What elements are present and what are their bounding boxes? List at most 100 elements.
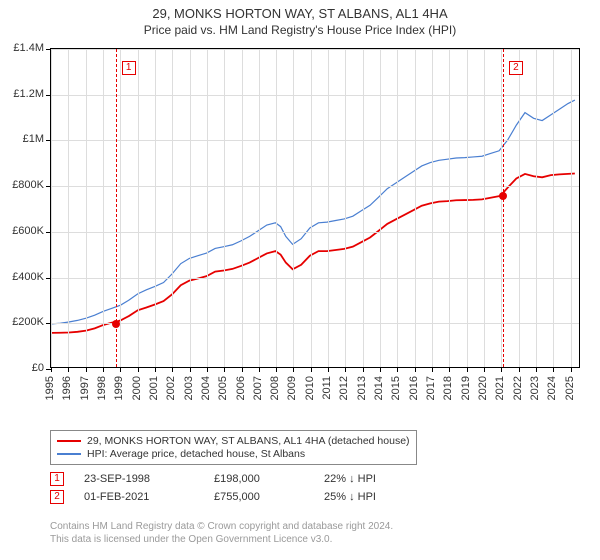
price-marker <box>112 320 120 328</box>
x-tick <box>536 367 537 372</box>
y-axis-label: £600K <box>2 225 44 237</box>
x-tick <box>120 367 121 372</box>
event-price: £755,000 <box>214 491 304 503</box>
gridline-v <box>449 49 450 367</box>
x-axis-label: 2022 <box>512 376 524 400</box>
event-date: 01-FEB-2021 <box>84 491 194 503</box>
gridline-v <box>415 49 416 367</box>
gridline-v <box>68 49 69 367</box>
event-number-box: 2 <box>50 490 64 504</box>
x-axis-label: 2019 <box>460 376 472 400</box>
series-svg <box>51 49 579 367</box>
gridline-v <box>571 49 572 367</box>
series-line-hpi <box>52 100 575 324</box>
gridline-h <box>51 232 579 233</box>
x-tick <box>397 367 398 372</box>
gridline-v <box>363 49 364 367</box>
legend-row: HPI: Average price, detached house, St A… <box>57 448 410 460</box>
x-axis-label: 2009 <box>286 376 298 400</box>
x-axis-label: 2012 <box>338 376 350 400</box>
gridline-v <box>190 49 191 367</box>
legend-row: 29, MONKS HORTON WAY, ST ALBANS, AL1 4HA… <box>57 435 410 447</box>
event-marker-box: 1 <box>122 61 136 75</box>
x-axis-label: 2016 <box>408 376 420 400</box>
x-tick <box>190 367 191 372</box>
legend-swatch <box>57 453 81 455</box>
gridline-v <box>293 49 294 367</box>
x-tick <box>449 367 450 372</box>
x-axis-label: 2020 <box>477 376 489 400</box>
x-tick <box>155 367 156 372</box>
gridline-v <box>86 49 87 367</box>
x-tick <box>138 367 139 372</box>
legend-label: HPI: Average price, detached house, St A… <box>87 448 305 460</box>
gridline-v <box>207 49 208 367</box>
x-tick <box>86 367 87 372</box>
y-axis-label: £200K <box>2 316 44 328</box>
x-axis-label: 2025 <box>564 376 576 400</box>
gridline-h <box>51 95 579 96</box>
plot-area: 12 <box>50 48 580 368</box>
title-line-2: Price paid vs. HM Land Registry's House … <box>0 23 600 37</box>
x-axis-label: 1998 <box>96 376 108 400</box>
price-marker <box>499 192 507 200</box>
gridline-v <box>519 49 520 367</box>
y-axis-label: £400K <box>2 271 44 283</box>
gridline-v <box>328 49 329 367</box>
gridline-v <box>467 49 468 367</box>
gridline-v <box>120 49 121 367</box>
x-axis-label: 1997 <box>79 376 91 400</box>
y-axis-label: £800K <box>2 179 44 191</box>
x-axis-label: 2006 <box>235 376 247 400</box>
gridline-v <box>224 49 225 367</box>
x-tick <box>467 367 468 372</box>
x-tick <box>103 367 104 372</box>
legend: 29, MONKS HORTON WAY, ST ALBANS, AL1 4HA… <box>50 430 417 465</box>
series-line-price_paid <box>52 174 575 333</box>
gridline-v <box>242 49 243 367</box>
gridline-v <box>155 49 156 367</box>
events-table: 123-SEP-1998£198,00022% ↓ HPI201-FEB-202… <box>50 472 376 508</box>
x-tick <box>484 367 485 372</box>
y-axis-label: £1.2M <box>2 88 44 100</box>
gridline-v <box>345 49 346 367</box>
x-tick <box>259 367 260 372</box>
event-row: 2 01-FEB-2021 £755,000 25% ↓ HPI <box>50 490 376 504</box>
gridline-v <box>397 49 398 367</box>
x-tick <box>553 367 554 372</box>
event-price: £198,000 <box>214 473 304 485</box>
x-tick <box>328 367 329 372</box>
x-axis-label: 2018 <box>442 376 454 400</box>
x-axis-label: 2008 <box>269 376 281 400</box>
gridline-v <box>432 49 433 367</box>
x-tick <box>276 367 277 372</box>
x-axis-label: 2015 <box>390 376 402 400</box>
event-delta: 22% ↓ HPI <box>324 473 376 485</box>
x-axis-label: 2004 <box>200 376 212 400</box>
x-tick <box>172 367 173 372</box>
x-axis-label: 2013 <box>356 376 368 400</box>
x-axis-label: 2021 <box>494 376 506 400</box>
y-axis-label: £0 <box>2 362 44 374</box>
gridline-v <box>259 49 260 367</box>
x-axis-label: 2000 <box>131 376 143 400</box>
event-row: 123-SEP-1998£198,00022% ↓ HPI <box>50 472 376 486</box>
event-delta: 25% ↓ HPI <box>324 491 376 503</box>
x-tick <box>293 367 294 372</box>
x-tick <box>345 367 346 372</box>
gridline-v <box>484 49 485 367</box>
x-tick <box>207 367 208 372</box>
gridline-h <box>51 49 579 50</box>
x-axis-label: 2002 <box>165 376 177 400</box>
gridline-v <box>51 49 52 367</box>
x-tick <box>51 367 52 372</box>
x-tick <box>571 367 572 372</box>
footer-line-2: This data is licensed under the Open Gov… <box>50 533 393 546</box>
x-axis-label: 2023 <box>529 376 541 400</box>
footer-attribution: Contains HM Land Registry data © Crown c… <box>50 520 393 546</box>
x-tick <box>519 367 520 372</box>
x-axis-label: 2001 <box>148 376 160 400</box>
gridline-v <box>103 49 104 367</box>
titles: 29, MONKS HORTON WAY, ST ALBANS, AL1 4HA… <box>0 0 600 37</box>
gridline-v <box>553 49 554 367</box>
